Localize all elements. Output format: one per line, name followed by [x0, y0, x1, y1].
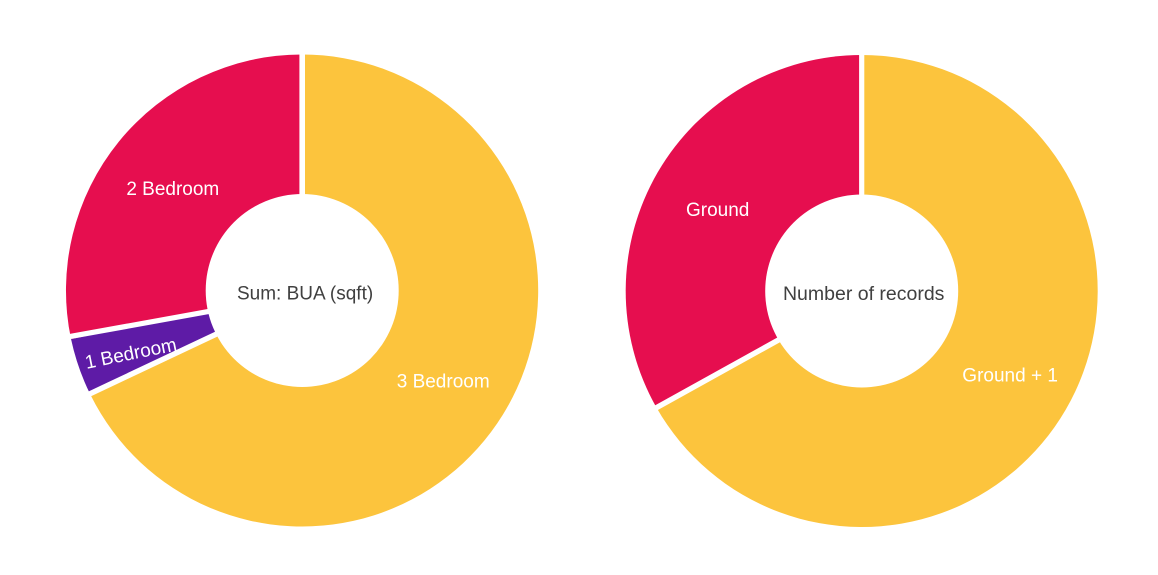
svg-text:Ground + 1: Ground + 1 [962, 366, 1058, 387]
svg-text:Number of records: Number of records [783, 283, 945, 305]
svg-text:Ground: Ground [686, 200, 749, 221]
svg-text:2 Bedroom: 2 Bedroom [126, 179, 219, 200]
svg-text:3 Bedroom: 3 Bedroom [397, 371, 490, 392]
svg-text:Sum: BUA (sqft): Sum: BUA (sqft) [237, 284, 373, 305]
